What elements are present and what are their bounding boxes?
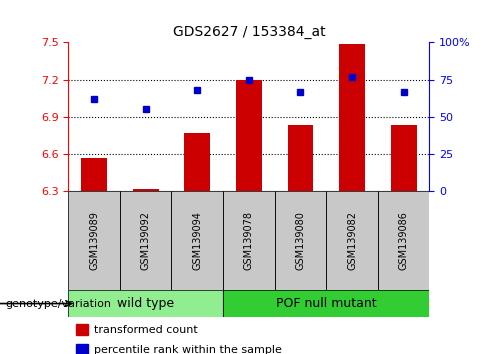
Bar: [120, 191, 171, 290]
Text: GSM139086: GSM139086: [399, 211, 408, 270]
Bar: [391, 125, 417, 191]
Text: POF null mutant: POF null mutant: [276, 297, 377, 310]
Bar: [378, 191, 429, 290]
Bar: [275, 191, 326, 290]
Bar: [76, 324, 88, 335]
Bar: [223, 290, 429, 317]
Bar: [223, 191, 275, 290]
Bar: [236, 80, 262, 191]
Bar: [326, 191, 378, 290]
Text: percentile rank within the sample: percentile rank within the sample: [94, 346, 282, 354]
Bar: [76, 344, 88, 354]
Text: genotype/variation: genotype/variation: [5, 298, 111, 309]
Text: GSM139078: GSM139078: [244, 211, 254, 270]
Text: GSM139089: GSM139089: [89, 211, 99, 270]
Bar: [68, 290, 223, 317]
Bar: [275, 191, 326, 290]
Bar: [326, 191, 378, 290]
Bar: [133, 189, 159, 191]
Bar: [81, 158, 107, 191]
Bar: [184, 133, 210, 191]
Text: GSM139092: GSM139092: [141, 211, 151, 270]
Bar: [378, 191, 429, 290]
Bar: [68, 191, 120, 290]
Text: GSM139082: GSM139082: [347, 211, 357, 270]
Text: wild type: wild type: [117, 297, 174, 310]
Bar: [68, 290, 223, 317]
Bar: [223, 290, 429, 317]
Text: GSM139080: GSM139080: [295, 211, 305, 270]
Bar: [171, 191, 223, 290]
Bar: [339, 44, 365, 191]
Text: transformed count: transformed count: [94, 325, 197, 335]
Text: GSM139094: GSM139094: [192, 211, 203, 270]
Bar: [120, 191, 171, 290]
Title: GDS2627 / 153384_at: GDS2627 / 153384_at: [173, 25, 325, 39]
Bar: [223, 191, 275, 290]
Bar: [68, 191, 120, 290]
Bar: [287, 125, 313, 191]
Bar: [171, 191, 223, 290]
